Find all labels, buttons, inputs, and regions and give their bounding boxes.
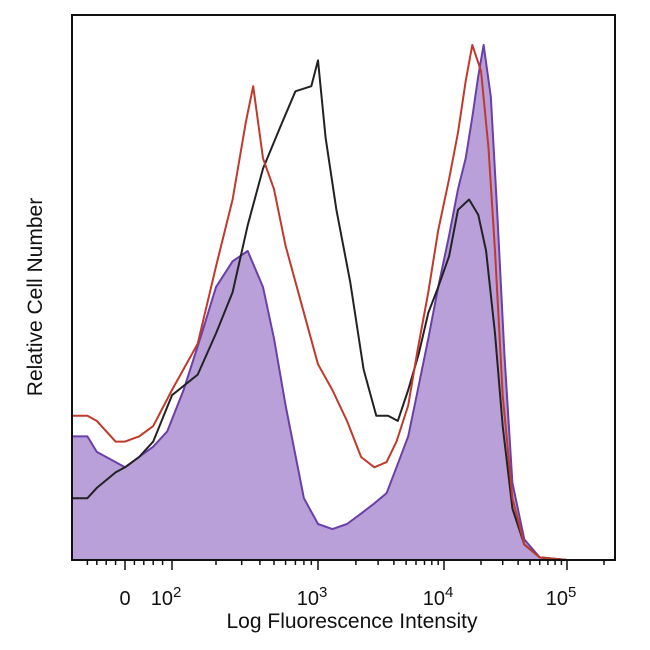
plot-layer (71, 44, 615, 561)
x-tick-label: 0 (119, 588, 130, 610)
x-tick-label: 103 (297, 584, 328, 610)
x-tick-label: 104 (423, 584, 454, 610)
series-area-2 (72, 45, 615, 560)
series-line-2 (71, 44, 615, 561)
series-line-1 (71, 44, 615, 561)
x-axis-label: Log Fluorescence Intensity (227, 610, 478, 633)
series-line-0 (71, 59, 615, 561)
y-axis-label: Relative Cell Number (24, 198, 47, 396)
plot-frame (71, 14, 616, 561)
x-tick-label: 105 (546, 584, 577, 610)
x-tick-label: 102 (151, 584, 182, 610)
